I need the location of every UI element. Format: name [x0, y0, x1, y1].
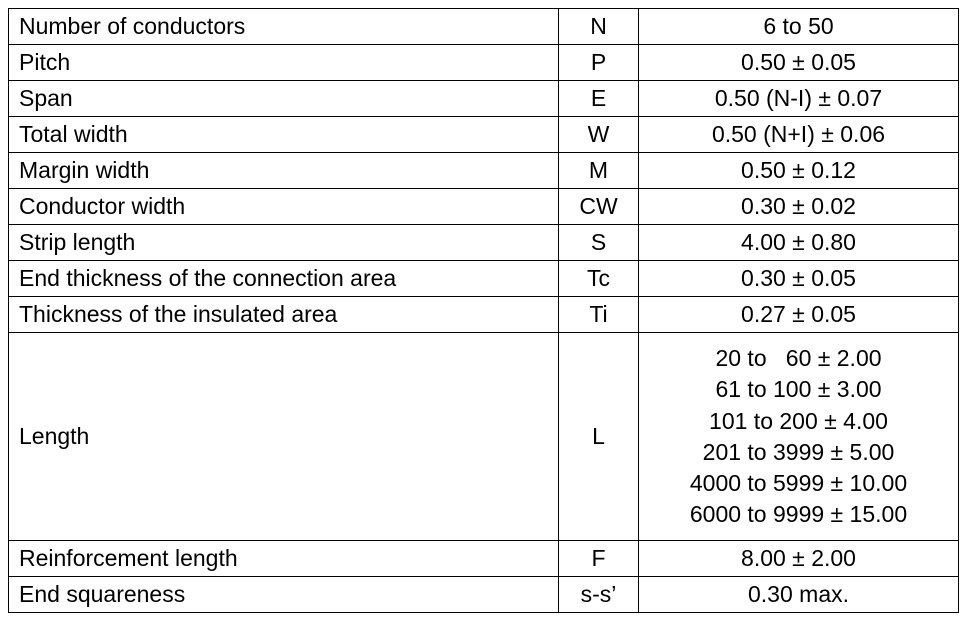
param-cell: Reinforcement length — [9, 540, 559, 576]
value-cell: 0.30 ± 0.05 — [639, 261, 959, 297]
value-cell: 6 to 50 — [639, 9, 959, 45]
table-row: End thickness of the connection areaTc0.… — [9, 261, 959, 297]
param-cell: Strip length — [9, 225, 559, 261]
table-row: LengthL20 to 60 ± 2.0061 to 100 ± 3.0010… — [9, 333, 959, 540]
spec-table-body: Number of conductorsN6 to 50PitchP0.50 ±… — [9, 9, 959, 613]
param-cell: Thickness of the insulated area — [9, 297, 559, 333]
value-cell: 0.50 ± 0.05 — [639, 45, 959, 81]
symbol-cell: W — [559, 117, 639, 153]
value-line: 201 to 3999 ± 5.00 — [649, 437, 948, 468]
table-row: End squarenesss-s’0.30 max. — [9, 576, 959, 612]
value-line: 6000 to 9999 ± 15.00 — [649, 499, 948, 530]
table-row: PitchP0.50 ± 0.05 — [9, 45, 959, 81]
symbol-cell: CW — [559, 189, 639, 225]
param-cell: Number of conductors — [9, 9, 559, 45]
value-cell: 8.00 ± 2.00 — [639, 540, 959, 576]
symbol-cell: F — [559, 540, 639, 576]
value-line: 20 to 60 ± 2.00 — [649, 343, 948, 374]
param-cell: End squareness — [9, 576, 559, 612]
table-row: Number of conductorsN6 to 50 — [9, 9, 959, 45]
param-cell: End thickness of the connection area — [9, 261, 559, 297]
value-line: 101 to 200 ± 4.00 — [649, 406, 948, 437]
param-cell: Pitch — [9, 45, 559, 81]
table-row: Reinforcement lengthF8.00 ± 2.00 — [9, 540, 959, 576]
table-row: Conductor widthCW0.30 ± 0.02 — [9, 189, 959, 225]
value-cell: 0.27 ± 0.05 — [639, 297, 959, 333]
table-row: Strip lengthS4.00 ± 0.80 — [9, 225, 959, 261]
table-row: Thickness of the insulated areaTi0.27 ± … — [9, 297, 959, 333]
value-line: 61 to 100 ± 3.00 — [649, 374, 948, 405]
symbol-cell: s-s’ — [559, 576, 639, 612]
symbol-cell: P — [559, 45, 639, 81]
symbol-cell: Tc — [559, 261, 639, 297]
value-cell: 0.30 max. — [639, 576, 959, 612]
param-cell: Length — [9, 333, 559, 540]
symbol-cell: L — [559, 333, 639, 540]
value-cell: 20 to 60 ± 2.0061 to 100 ± 3.00101 to 20… — [639, 333, 959, 540]
symbol-cell: N — [559, 9, 639, 45]
symbol-cell: S — [559, 225, 639, 261]
table-row: Margin widthM0.50 ± 0.12 — [9, 153, 959, 189]
table-row: SpanE0.50 (N-I) ± 0.07 — [9, 81, 959, 117]
value-cell: 0.30 ± 0.02 — [639, 189, 959, 225]
value-cell: 0.50 (N-I) ± 0.07 — [639, 81, 959, 117]
param-cell: Total width — [9, 117, 559, 153]
param-cell: Conductor width — [9, 189, 559, 225]
symbol-cell: M — [559, 153, 639, 189]
value-cell: 0.50 (N+I) ± 0.06 — [639, 117, 959, 153]
value-line: 4000 to 5999 ± 10.00 — [649, 468, 948, 499]
symbol-cell: Ti — [559, 297, 639, 333]
table-row: Total widthW0.50 (N+I) ± 0.06 — [9, 117, 959, 153]
symbol-cell: E — [559, 81, 639, 117]
spec-table: Number of conductorsN6 to 50PitchP0.50 ±… — [8, 8, 959, 613]
value-cell: 4.00 ± 0.80 — [639, 225, 959, 261]
param-cell: Margin width — [9, 153, 559, 189]
param-cell: Span — [9, 81, 559, 117]
value-cell: 0.50 ± 0.12 — [639, 153, 959, 189]
